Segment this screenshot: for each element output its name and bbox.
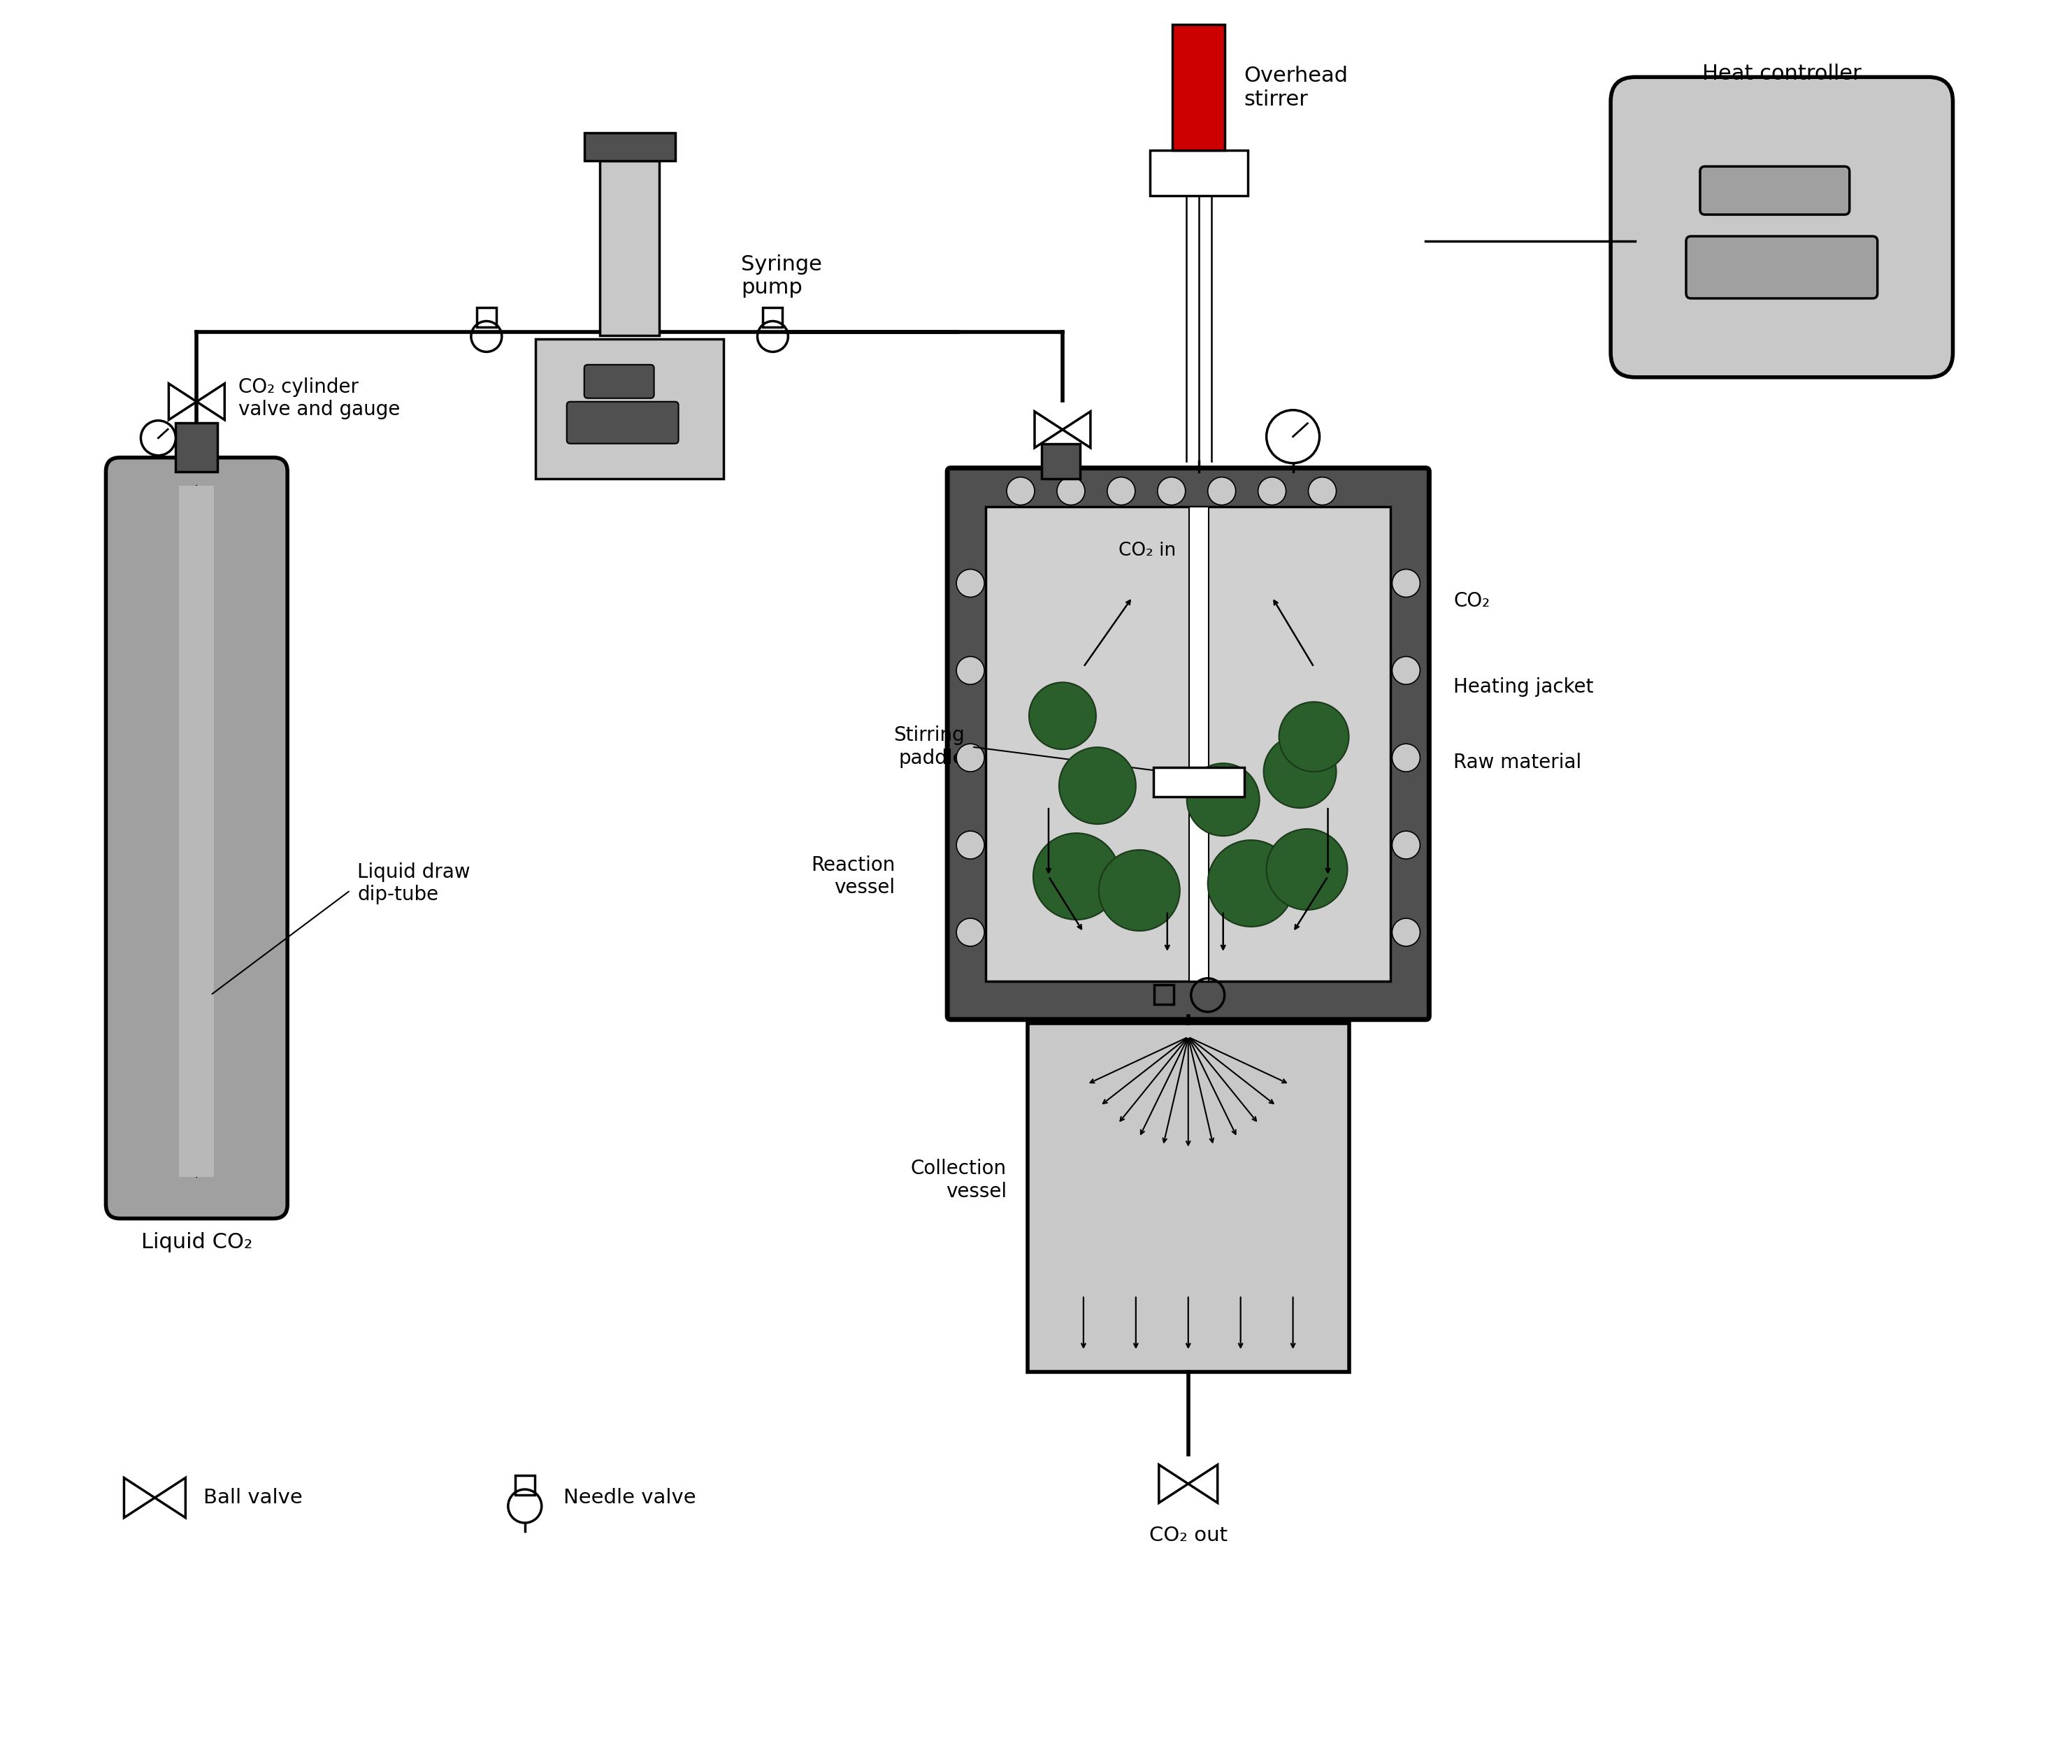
Circle shape: [957, 831, 984, 859]
Text: Reaction
vessel: Reaction vessel: [810, 856, 895, 898]
Text: Heating jacket: Heating jacket: [1455, 677, 1593, 697]
FancyBboxPatch shape: [106, 457, 288, 1219]
Circle shape: [1307, 476, 1336, 505]
Text: Collection
vessel: Collection vessel: [912, 1159, 1007, 1201]
FancyBboxPatch shape: [1028, 1023, 1349, 1372]
Circle shape: [1034, 833, 1119, 919]
Circle shape: [1258, 476, 1287, 505]
FancyBboxPatch shape: [568, 402, 678, 443]
Text: CO₂ cylinder
valve and gauge: CO₂ cylinder valve and gauge: [238, 377, 400, 420]
Circle shape: [1208, 476, 1235, 505]
Circle shape: [1208, 840, 1295, 926]
Circle shape: [1187, 764, 1260, 836]
Text: CO₂ out: CO₂ out: [1150, 1526, 1227, 1545]
Text: CO₂ in: CO₂ in: [1119, 542, 1177, 559]
Text: Needle valve: Needle valve: [564, 1489, 696, 1508]
Circle shape: [1266, 409, 1320, 464]
Circle shape: [1278, 702, 1349, 771]
Text: Overhead
stirrer: Overhead stirrer: [1243, 65, 1349, 109]
FancyBboxPatch shape: [1189, 506, 1208, 981]
Circle shape: [1030, 683, 1096, 750]
FancyBboxPatch shape: [584, 365, 655, 399]
Text: Syringe
pump: Syringe pump: [742, 254, 823, 298]
Circle shape: [1392, 656, 1419, 684]
Circle shape: [1392, 570, 1419, 598]
FancyBboxPatch shape: [986, 506, 1390, 981]
Circle shape: [957, 656, 984, 684]
FancyBboxPatch shape: [178, 485, 213, 1177]
FancyBboxPatch shape: [1042, 443, 1080, 478]
FancyBboxPatch shape: [1154, 767, 1243, 796]
Circle shape: [1106, 476, 1135, 505]
FancyBboxPatch shape: [947, 467, 1430, 1020]
FancyBboxPatch shape: [1687, 236, 1877, 298]
FancyBboxPatch shape: [1173, 25, 1225, 150]
Circle shape: [1098, 850, 1179, 931]
Circle shape: [1264, 736, 1336, 808]
FancyBboxPatch shape: [1150, 150, 1247, 196]
Circle shape: [957, 744, 984, 771]
Circle shape: [957, 919, 984, 946]
Circle shape: [1266, 829, 1347, 910]
Circle shape: [957, 570, 984, 598]
Circle shape: [1057, 476, 1086, 505]
Text: Liquid CO₂: Liquid CO₂: [141, 1233, 253, 1252]
Circle shape: [1392, 744, 1419, 771]
Text: Raw material: Raw material: [1455, 753, 1581, 773]
Text: Stirring
paddle: Stirring paddle: [893, 725, 966, 767]
Text: Heat controller: Heat controller: [1703, 64, 1861, 85]
Circle shape: [1158, 476, 1185, 505]
Circle shape: [1059, 748, 1135, 824]
Text: CO₂: CO₂: [1455, 591, 1490, 610]
Circle shape: [141, 420, 176, 455]
FancyBboxPatch shape: [1610, 78, 1952, 377]
Text: Ball valve: Ball valve: [203, 1489, 303, 1508]
Circle shape: [1007, 476, 1034, 505]
Circle shape: [1392, 919, 1419, 946]
Circle shape: [1392, 831, 1419, 859]
Text: Liquid draw
dip-tube: Liquid draw dip-tube: [356, 863, 470, 905]
FancyBboxPatch shape: [176, 423, 218, 471]
FancyBboxPatch shape: [1699, 166, 1850, 215]
FancyBboxPatch shape: [601, 161, 659, 335]
FancyBboxPatch shape: [535, 339, 723, 478]
FancyBboxPatch shape: [584, 132, 675, 161]
